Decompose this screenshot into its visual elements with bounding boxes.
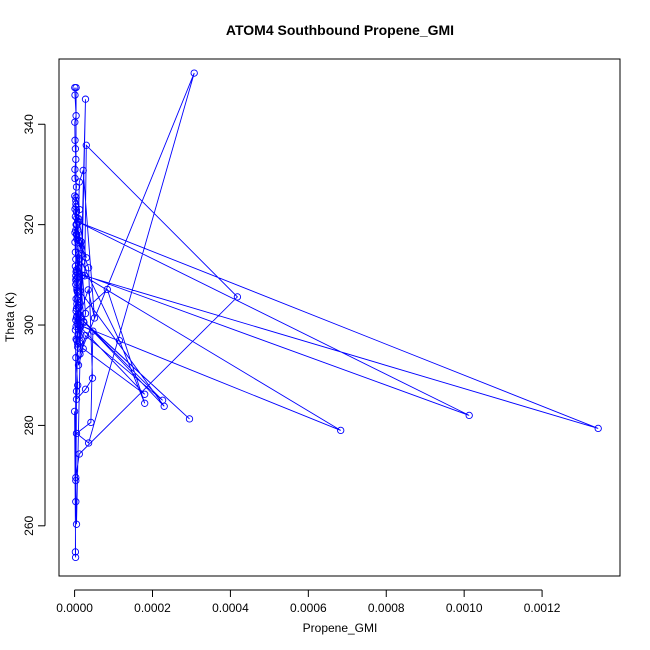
data-point <box>74 296 82 304</box>
series-line <box>74 72 599 558</box>
data-point <box>72 295 80 303</box>
data-point <box>84 264 93 272</box>
data-point <box>75 237 83 245</box>
data-point <box>89 327 97 335</box>
data-point <box>87 418 95 427</box>
data-point <box>72 429 81 438</box>
data-point <box>75 311 84 319</box>
data-point <box>141 399 149 407</box>
x-tick-label: 0.0010 <box>446 601 483 615</box>
data-point <box>71 118 79 126</box>
data-point <box>72 226 80 234</box>
data-point <box>75 338 83 347</box>
data-point <box>79 166 87 175</box>
data-point <box>77 238 85 246</box>
data-point <box>81 385 90 393</box>
data-point <box>72 387 81 395</box>
data-point <box>72 322 80 331</box>
data-point <box>71 553 80 562</box>
data-point <box>71 174 79 183</box>
data-point <box>72 231 81 239</box>
data-point <box>141 390 149 398</box>
data-point <box>71 136 79 144</box>
data-point <box>74 226 82 234</box>
data-point <box>73 336 81 344</box>
data-point <box>190 69 198 77</box>
x-axis-label: Propene_GMI <box>303 621 378 635</box>
x-tick-label: 0.0008 <box>368 601 405 615</box>
data-point <box>71 91 79 99</box>
data-point <box>72 520 81 528</box>
data-point <box>82 141 90 149</box>
data-point <box>115 336 124 345</box>
x-tick-label: 0.0004 <box>212 601 249 615</box>
x-tick-label: 0.0000 <box>56 601 93 615</box>
data-point <box>74 251 83 259</box>
data-point <box>73 287 81 296</box>
data-point <box>72 473 80 482</box>
data-point <box>185 415 194 423</box>
data-point <box>84 439 93 447</box>
data-point <box>71 548 80 556</box>
data-point <box>74 303 82 312</box>
data-point <box>81 272 89 280</box>
data-point <box>71 145 80 153</box>
data-point <box>84 286 92 294</box>
data-point <box>465 411 473 420</box>
data-point <box>71 165 79 174</box>
data-point <box>79 344 87 353</box>
data-point <box>72 476 80 485</box>
y-tick-label: 260 <box>22 515 36 535</box>
y-axis: 260 280 300 320 340 <box>22 114 46 536</box>
data-point <box>75 178 83 186</box>
data-point <box>88 374 97 382</box>
x-axis: 0.0000 0.0002 0.0004 0.0006 0.0008 0.0010 0.00… <box>56 589 561 615</box>
x-tick-label: 0.0012 <box>524 601 561 615</box>
data-point <box>74 340 82 348</box>
chart-title: ATOM4 Southbound Propene_GMI <box>226 22 454 38</box>
data-point <box>77 258 86 266</box>
data-point <box>71 192 79 200</box>
data-point <box>70 407 79 416</box>
data-point <box>158 396 167 404</box>
x-tick-label: 0.0002 <box>134 601 171 615</box>
y-tick-label: 320 <box>22 214 36 234</box>
data-point <box>72 203 80 211</box>
data-point <box>74 214 83 223</box>
data-point <box>74 218 83 226</box>
data-point <box>81 95 90 103</box>
y-tick-label: 300 <box>22 315 36 335</box>
data-point <box>72 83 80 92</box>
data-point <box>90 314 99 322</box>
data-point <box>594 424 602 433</box>
data-point <box>75 450 83 458</box>
x-tick-label: 0.0006 <box>290 601 327 615</box>
data-point <box>76 287 84 295</box>
y-axis-label: Theta (K) <box>3 292 17 342</box>
y-tick-label: 340 <box>22 114 36 134</box>
data-point <box>72 155 80 164</box>
data-point <box>233 293 242 301</box>
y-tick-label: 280 <box>22 415 36 435</box>
data-point <box>82 254 90 262</box>
data-point <box>74 361 83 369</box>
data-point <box>103 285 111 294</box>
data-point <box>72 354 80 362</box>
data-point <box>72 193 80 202</box>
data-point <box>74 301 83 309</box>
data-point <box>73 278 81 287</box>
series-layer <box>70 69 602 562</box>
data-point <box>76 350 84 358</box>
data-point <box>72 498 80 506</box>
data-point <box>72 395 81 403</box>
data-point <box>337 426 345 435</box>
plot-frame <box>58 58 621 577</box>
data-point <box>74 264 83 272</box>
data-point <box>72 280 80 289</box>
data-point <box>82 331 90 340</box>
data-point <box>73 300 81 308</box>
data-point <box>75 321 84 329</box>
